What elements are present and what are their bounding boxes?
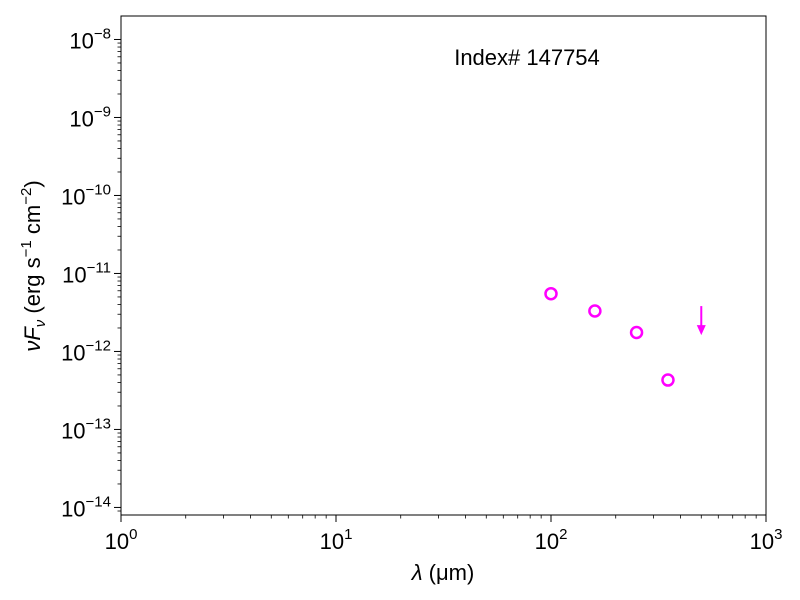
y-tick-label-exp: −12 [86,337,111,354]
x-axis-label-units: (μm) [423,560,475,585]
y-axis-label-symbol: νF [20,326,45,352]
y-tick-label: 10−12 [61,337,111,365]
y-tick-label: 10−11 [62,259,111,287]
y-tick-label-exp: −14 [86,493,111,510]
data-point [629,325,644,340]
y-tick-label-exp: −13 [86,415,111,432]
y-tick-label: 10−13 [61,415,111,443]
x-tick-label: 100 [105,526,138,554]
x-tick-label: 101 [320,526,353,554]
y-tick-label: 10−9 [69,103,111,131]
x-axis-label-symbol: λ [411,560,423,585]
upper-limit-arrow-head [696,325,706,336]
y-tick-label-base: 10 [61,184,85,209]
x-axis-label: λ (μm) [411,560,475,585]
y-tick-label-base: 10 [61,418,85,443]
y-tick-label-exp: −9 [94,103,111,120]
y-tick-label-exp: −10 [86,181,111,198]
upper-limit-arrow [696,306,706,336]
data-point [661,373,675,387]
y-axis-label-exp1: −1 [18,240,35,257]
x-tick-label: 103 [750,526,783,554]
data-point [588,304,602,318]
x-tick-label-base: 10 [750,529,774,554]
x-tick-label-exp: 3 [774,526,782,543]
major-ticks [114,38,767,522]
y-axis-label-end: ) [20,180,45,187]
x-tick-label-exp: 0 [129,526,137,543]
data-point [544,286,558,301]
y-tick-label: 10−8 [69,25,111,53]
y-tick-label-base: 10 [62,262,86,287]
x-tick-label-exp: 1 [344,526,352,543]
y-tick-label-exp: −11 [87,259,111,276]
x-tick-label-exp: 2 [559,526,567,543]
x-tick-label: 102 [535,526,568,554]
y-tick-label-base: 10 [69,106,93,131]
y-tick-label: 10−14 [61,493,111,521]
y-tick-label-base: 10 [61,496,85,521]
y-axis-label: νFν (erg s−1 cm−2) [18,180,49,351]
data-marks [544,286,706,387]
minor-ticks [117,42,757,519]
y-axis-label-exp2: −2 [18,188,35,205]
x-tick-label-base: 10 [535,529,559,554]
y-tick-label: 10−10 [61,181,111,209]
plot-frame [120,15,767,516]
y-axis-label-mid: cm [20,205,45,240]
x-tick-label-base: 10 [320,529,344,554]
y-tick-label-base: 10 [69,28,93,53]
tick-labels: 100 101 102 10310−1410−1310−1210−1110−1010−… [61,25,782,554]
y-tick-label-base: 10 [61,340,85,365]
annotation-label: Index# 147754 [454,45,600,70]
y-tick-label-exp: −8 [94,25,111,42]
y-axis-label-sub: ν [32,319,49,327]
y-axis-label-units: (erg s [20,257,45,313]
x-tick-label-base: 10 [105,529,129,554]
